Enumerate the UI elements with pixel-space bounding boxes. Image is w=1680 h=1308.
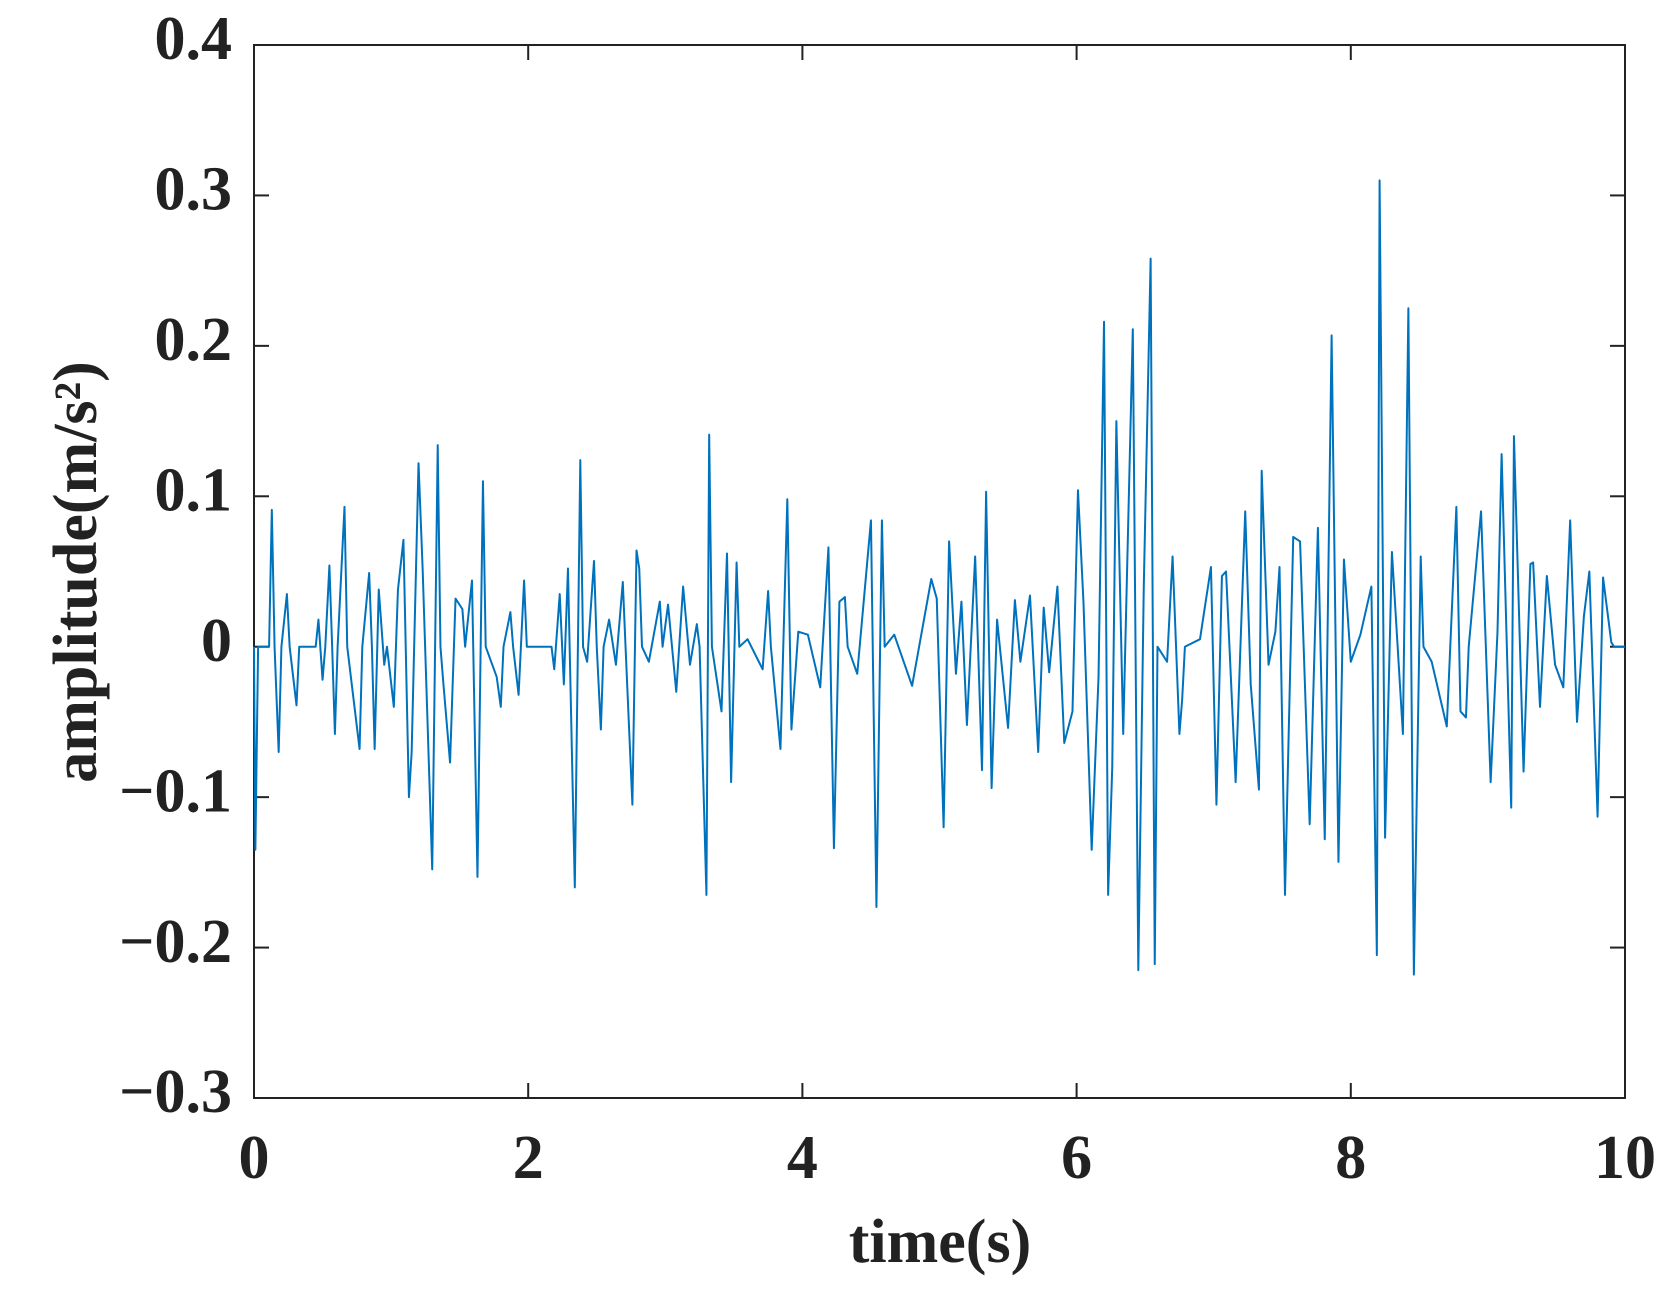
y-tick-label: 0.4 [155, 5, 233, 73]
plot-frame [253, 44, 1626, 1099]
y-tick-label: −0.2 [119, 908, 232, 976]
x-tick-label: 2 [513, 1124, 544, 1192]
x-tick-label: 6 [1061, 1124, 1092, 1192]
y-tick-label: −0.1 [119, 757, 232, 825]
y-tick-label: 0.2 [155, 306, 233, 374]
x-axis-label: time(s) [849, 1208, 1031, 1276]
x-tick-label: 4 [787, 1124, 818, 1192]
y-tick-label: 0.3 [155, 156, 233, 224]
y-axis-label: amplitude(m/s²) [42, 361, 110, 783]
y-tick-label: 0 [201, 607, 232, 675]
y-tick-label: 0.1 [155, 457, 233, 525]
signal-line [253, 179, 1625, 976]
x-tick-label: 8 [1335, 1124, 1366, 1192]
x-tick-label: 0 [239, 1124, 270, 1192]
x-tick-label: 10 [1594, 1124, 1656, 1192]
y-tick-label: −0.3 [119, 1058, 232, 1126]
